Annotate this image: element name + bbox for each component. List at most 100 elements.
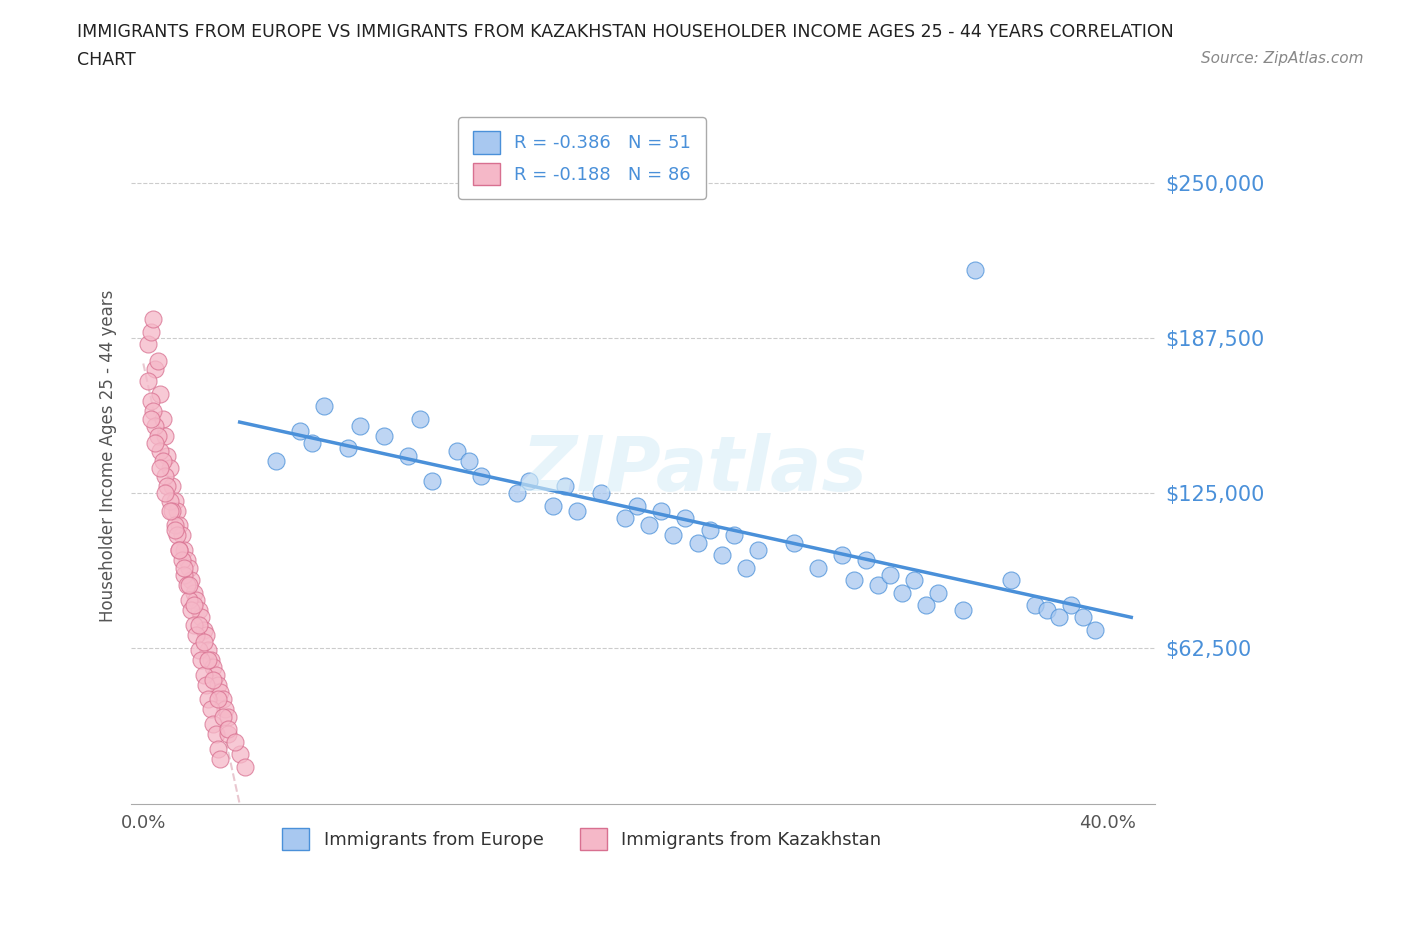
Point (1071, 610, 1094, 625)
Point (211, 710, 233, 724)
Point (176, 552, 198, 567)
Point (699, 523, 721, 538)
Point (373, 429, 395, 444)
Point (163, 518, 186, 533)
Point (152, 411, 174, 426)
Point (160, 478, 183, 493)
Point (136, 374, 159, 389)
Point (312, 399, 335, 414)
Point (146, 354, 169, 369)
Point (142, 312, 165, 326)
Point (146, 429, 169, 444)
Point (723, 528, 745, 543)
Point (228, 747, 250, 762)
Point (197, 652, 219, 667)
Point (186, 592, 208, 607)
Point (177, 578, 200, 592)
Point (506, 485, 529, 500)
Point (349, 418, 371, 433)
Point (143, 418, 166, 433)
Legend: Immigrants from Europe, Immigrants from Kazakhstan: Immigrants from Europe, Immigrants from … (276, 821, 889, 857)
Point (149, 386, 172, 401)
Point (952, 603, 974, 618)
Point (202, 659, 225, 674)
Point (173, 567, 195, 582)
Point (209, 751, 232, 766)
Y-axis label: Householder Income Ages 25 - 44 years: Householder Income Ages 25 - 44 years (100, 290, 117, 622)
Point (288, 423, 311, 438)
Point (200, 702, 222, 717)
Point (337, 441, 360, 456)
Point (202, 672, 225, 687)
Point (207, 677, 229, 692)
Point (638, 518, 661, 533)
Point (233, 759, 256, 774)
Point (193, 635, 215, 650)
Point (396, 448, 419, 463)
Point (197, 643, 219, 658)
Point (903, 573, 925, 588)
Point (173, 560, 195, 575)
Text: ZIPatlas: ZIPatlas (522, 432, 868, 507)
Point (1084, 622, 1107, 637)
Point (183, 618, 205, 632)
Point (142, 404, 165, 418)
Text: IMMIGRANTS FROM EUROPE VS IMMIGRANTS FROM KAZAKHSTAN HOUSEHOLDER INCOME AGES 25 : IMMIGRANTS FROM EUROPE VS IMMIGRANTS FRO… (77, 23, 1174, 41)
Point (783, 536, 806, 551)
Point (170, 552, 193, 567)
Point (183, 598, 205, 613)
Point (193, 622, 215, 637)
Point (217, 710, 239, 724)
Point (879, 567, 901, 582)
Point (143, 362, 166, 377)
Point (591, 485, 613, 500)
Point (422, 473, 444, 488)
Point (187, 643, 209, 658)
Point (1060, 598, 1083, 613)
Point (650, 503, 672, 518)
Point (217, 722, 239, 737)
Point (457, 454, 479, 469)
Point (163, 493, 186, 508)
Point (470, 469, 492, 484)
Point (200, 652, 222, 667)
Point (211, 692, 233, 707)
Point (831, 548, 853, 563)
Point (163, 523, 186, 538)
Point (301, 436, 323, 451)
Point (166, 528, 188, 543)
Point (264, 454, 287, 469)
Point (139, 411, 162, 426)
Point (734, 560, 756, 575)
Point (173, 543, 195, 558)
Point (927, 585, 949, 600)
Point (170, 528, 193, 543)
Point (517, 473, 540, 488)
Point (204, 667, 226, 682)
Point (209, 684, 232, 699)
Point (686, 536, 709, 551)
Point (193, 667, 215, 682)
Point (844, 573, 866, 588)
Point (177, 592, 200, 607)
Point (139, 325, 162, 339)
Point (149, 461, 172, 476)
Point (169, 518, 191, 533)
Point (807, 560, 830, 575)
Point (187, 603, 209, 618)
Point (214, 702, 236, 717)
Point (169, 543, 191, 558)
Point (143, 436, 166, 451)
Point (217, 726, 239, 741)
Point (177, 560, 200, 575)
Point (187, 618, 209, 632)
Point (614, 511, 637, 525)
Point (662, 528, 685, 543)
Point (207, 692, 229, 707)
Point (156, 478, 179, 493)
Point (153, 485, 176, 500)
Point (183, 585, 205, 600)
Point (180, 603, 202, 618)
Point (190, 610, 212, 625)
Point (197, 692, 219, 707)
